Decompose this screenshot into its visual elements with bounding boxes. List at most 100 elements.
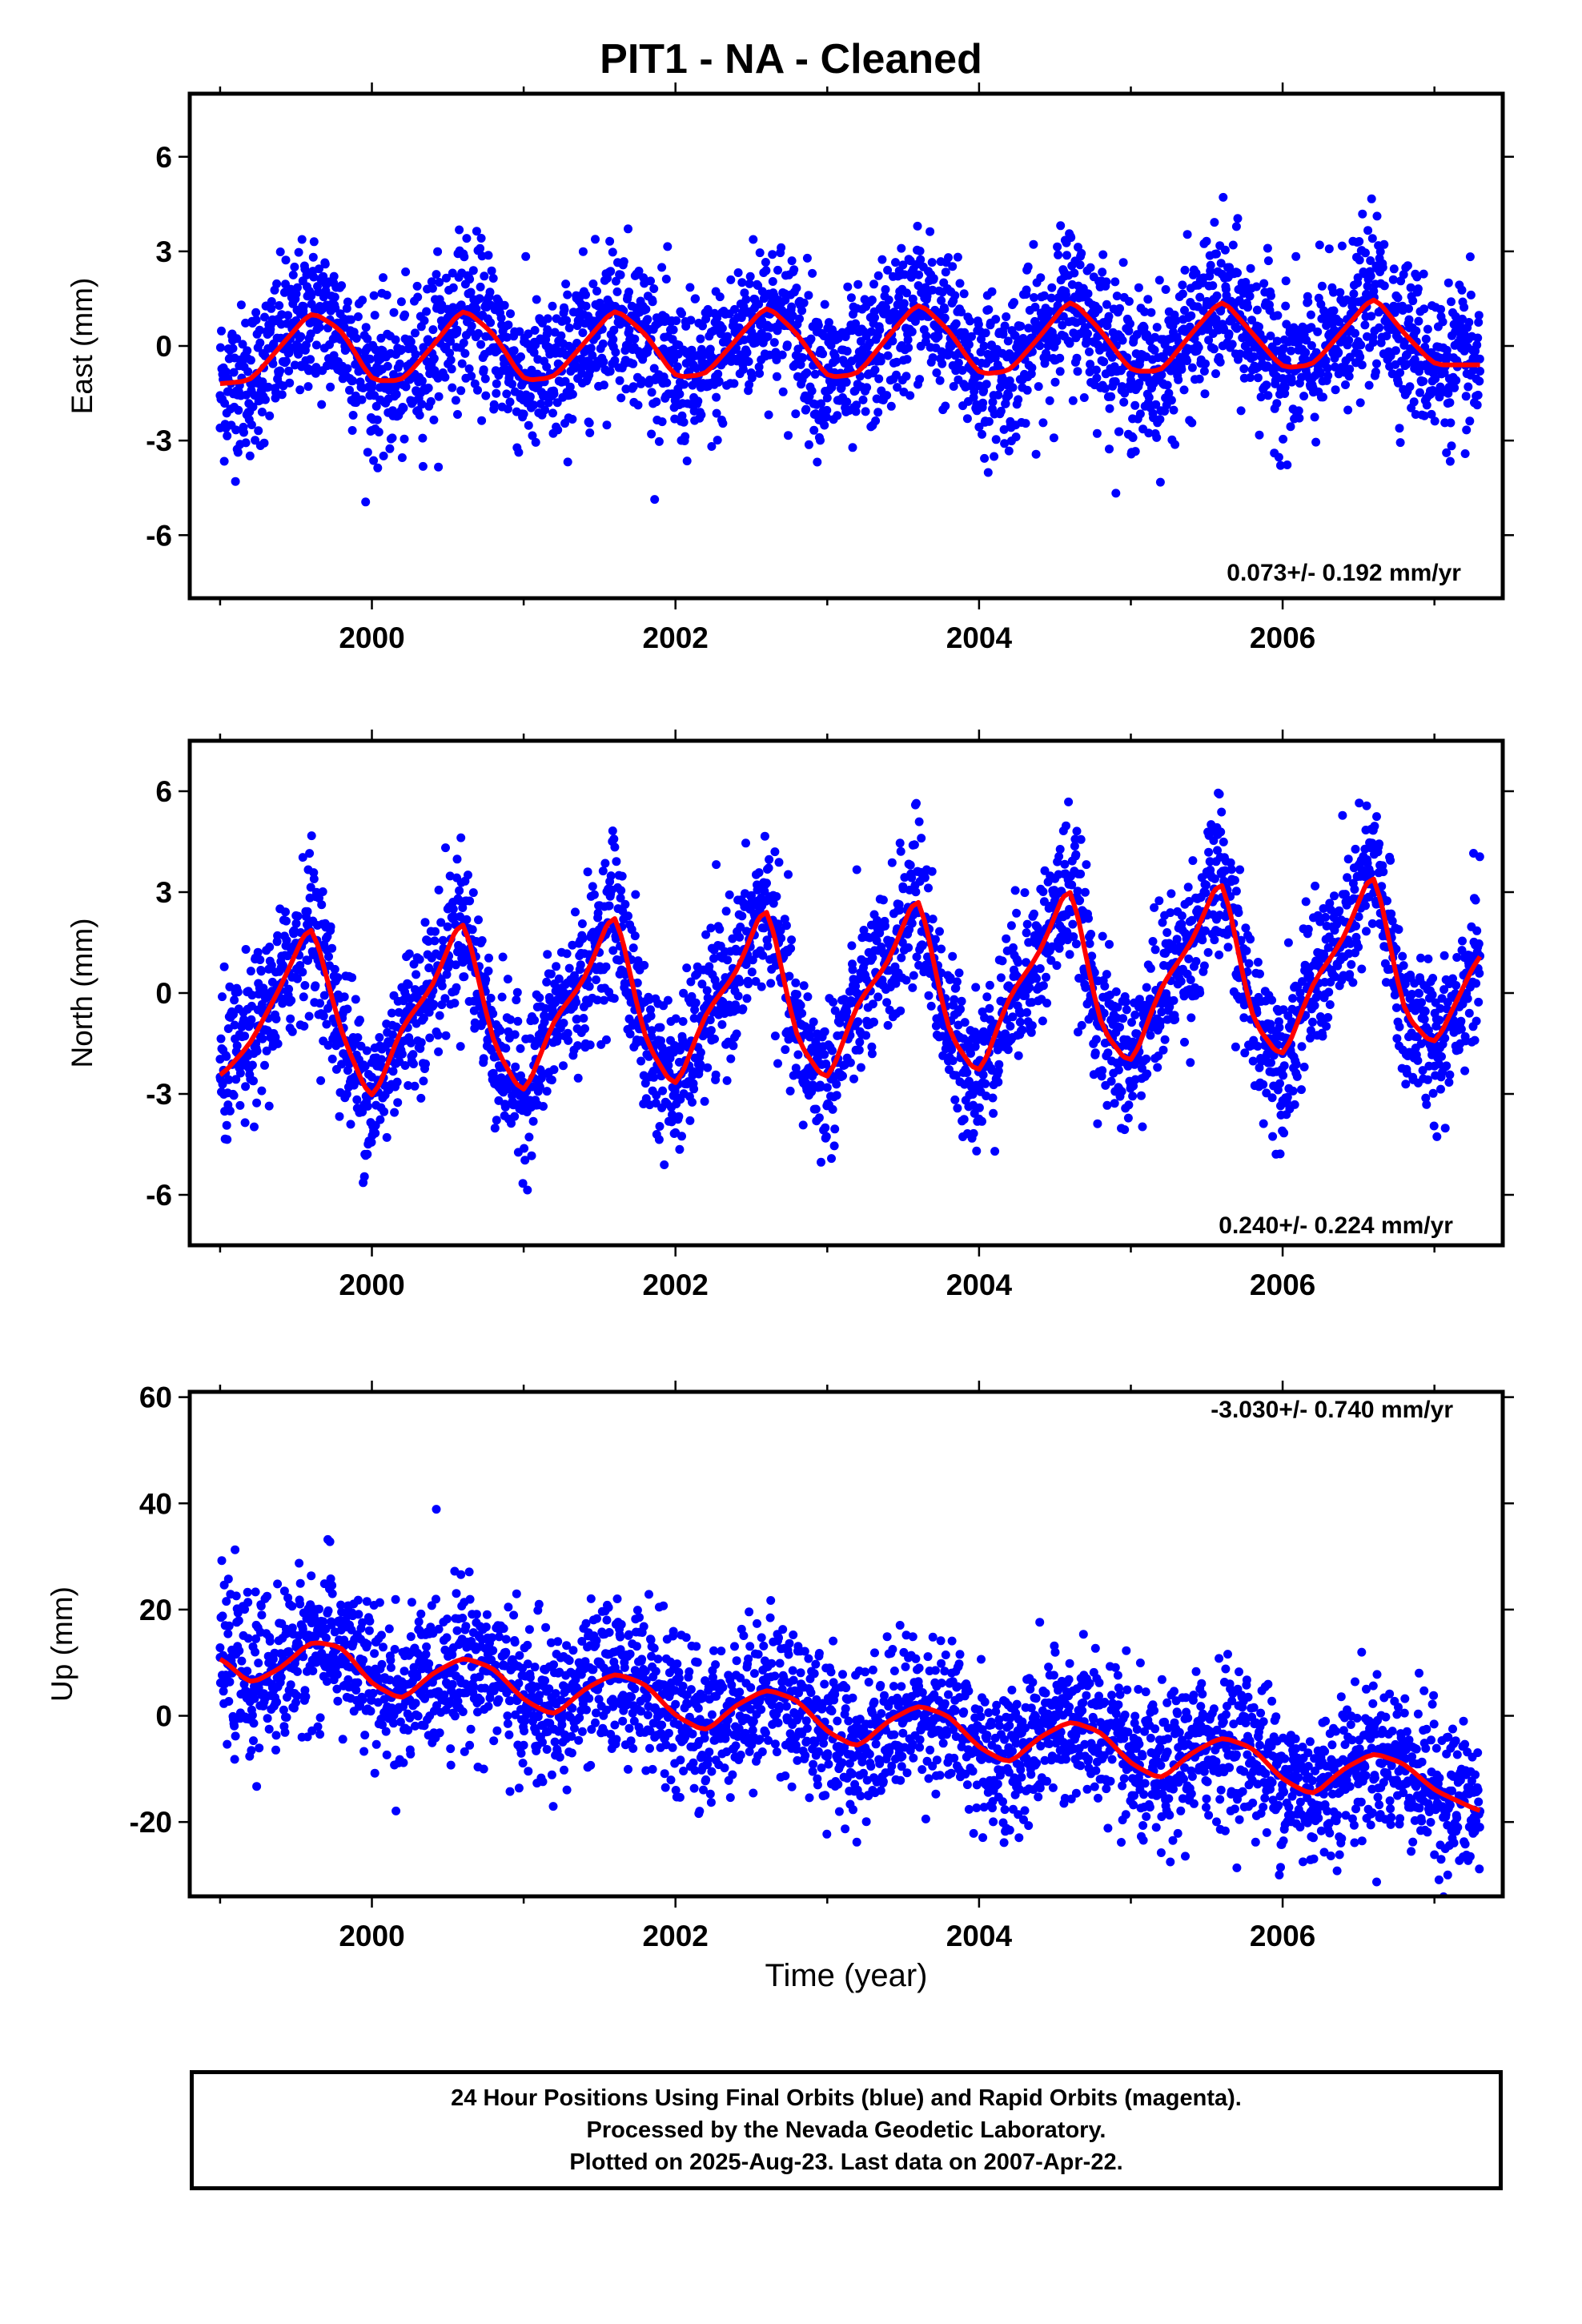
data-point — [1011, 432, 1021, 442]
data-point — [658, 1086, 668, 1096]
data-point — [578, 247, 588, 256]
data-point — [610, 356, 620, 365]
data-point — [1151, 400, 1161, 409]
data-point — [723, 955, 733, 965]
data-point — [259, 438, 269, 448]
data-point — [938, 359, 947, 368]
data-point — [1375, 247, 1385, 256]
data-point — [647, 429, 656, 439]
data-point — [768, 277, 777, 286]
data-point — [326, 382, 335, 392]
data-point — [791, 978, 801, 987]
data-point — [432, 270, 441, 279]
data-point — [851, 981, 861, 991]
data-point — [1315, 240, 1324, 250]
data-point — [540, 1017, 549, 1027]
data-point — [1335, 287, 1345, 297]
data-point — [782, 340, 792, 350]
data-point — [980, 453, 990, 463]
data-point — [342, 1089, 351, 1099]
data-point — [216, 1034, 226, 1043]
data-point — [643, 315, 652, 324]
data-point — [917, 941, 927, 951]
data-point — [962, 1068, 972, 1077]
data-point — [609, 325, 619, 335]
data-point — [984, 416, 994, 426]
data-point — [927, 866, 937, 876]
data-point — [456, 1042, 465, 1051]
data-point — [1187, 418, 1197, 428]
data-point — [741, 838, 750, 848]
data-point — [970, 1042, 980, 1051]
data-point — [897, 953, 906, 963]
data-point — [1162, 380, 1172, 390]
data-point — [1054, 250, 1063, 259]
data-point — [755, 368, 765, 378]
data-point — [647, 388, 656, 397]
data-point — [367, 1137, 376, 1147]
y-tick-label: -6 — [146, 519, 172, 552]
data-point — [415, 410, 424, 420]
data-point — [655, 1122, 665, 1131]
data-point — [1419, 411, 1429, 420]
data-point — [1027, 363, 1037, 372]
data-point — [781, 1045, 790, 1055]
data-point — [1331, 362, 1339, 372]
data-point — [1104, 312, 1114, 321]
data-point — [1206, 260, 1215, 270]
data-point — [681, 321, 691, 331]
data-point — [1132, 330, 1142, 340]
east-plot-frame — [187, 91, 1505, 601]
data-point — [957, 308, 966, 317]
data-point — [1315, 368, 1325, 378]
data-point — [219, 456, 229, 466]
data-point — [832, 1091, 841, 1100]
data-point — [722, 1076, 732, 1085]
data-point — [1447, 441, 1456, 451]
data-point — [971, 983, 981, 992]
data-point — [785, 1086, 795, 1096]
data-point — [508, 380, 517, 389]
data-point — [646, 276, 655, 286]
data-point — [1364, 380, 1374, 390]
data-point — [998, 956, 1007, 966]
data-point — [959, 1115, 969, 1124]
data-point — [297, 235, 307, 244]
data-point — [1046, 293, 1056, 303]
data-point — [732, 1029, 741, 1039]
data-point — [1055, 353, 1065, 363]
data-point — [909, 840, 919, 850]
data-point — [941, 267, 950, 277]
data-point — [486, 318, 496, 328]
data-point — [1000, 439, 1010, 448]
data-point — [902, 355, 912, 364]
data-point — [744, 357, 753, 366]
data-point — [814, 1113, 824, 1123]
data-point — [520, 1144, 529, 1153]
data-point — [1405, 382, 1415, 392]
data-point — [460, 348, 470, 358]
data-point — [553, 425, 563, 435]
data-point — [733, 991, 743, 1001]
data-point — [391, 389, 401, 399]
data-point — [343, 1066, 352, 1076]
data-point — [1022, 285, 1031, 295]
data-point — [1251, 282, 1261, 292]
data-point — [1263, 243, 1272, 253]
data-point — [974, 1103, 984, 1112]
data-point — [250, 1122, 259, 1132]
data-point — [749, 235, 758, 244]
data-point — [502, 389, 512, 399]
data-point — [990, 452, 999, 461]
data-point — [824, 318, 833, 328]
data-point — [490, 1124, 500, 1133]
data-point — [952, 977, 962, 987]
data-point — [937, 944, 946, 954]
data-point — [579, 1014, 588, 1023]
data-point — [896, 846, 905, 856]
data-point — [996, 406, 1006, 416]
data-point — [383, 361, 392, 371]
data-point — [871, 416, 881, 425]
data-point — [1474, 318, 1484, 327]
data-point — [850, 386, 860, 396]
